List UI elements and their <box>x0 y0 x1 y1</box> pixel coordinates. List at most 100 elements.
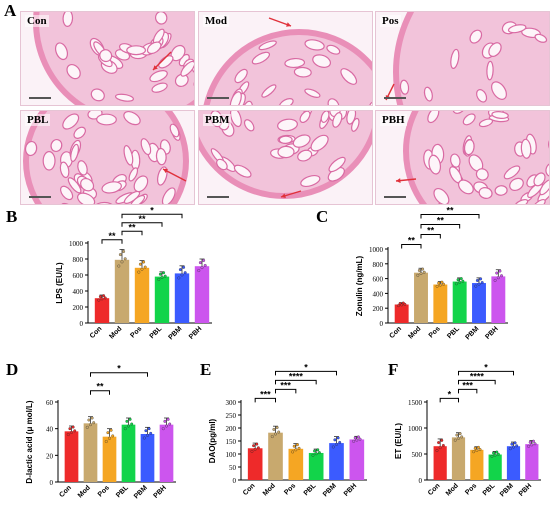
x-tick-label: Con <box>89 325 104 340</box>
data-point <box>458 432 462 436</box>
significance-label: ** <box>437 216 445 226</box>
crypt <box>293 66 312 78</box>
bar-pbh <box>491 276 506 323</box>
x-tick-label: PBL <box>115 484 130 499</box>
histology-label: PBM <box>203 114 232 126</box>
data-point <box>533 442 537 446</box>
scale-bar <box>384 196 406 198</box>
crypt <box>128 167 139 182</box>
data-point <box>73 429 77 433</box>
data-point <box>109 428 113 432</box>
data-point <box>457 436 460 440</box>
data-point <box>477 282 481 286</box>
y-axis-label: Zonulin (ng/mL) <box>355 255 364 316</box>
y-tick-label: 150 <box>226 438 237 446</box>
data-point <box>527 444 531 448</box>
histology-label: Mod <box>203 15 229 27</box>
x-tick-label: Con <box>58 484 73 499</box>
x-tick-label: Con <box>389 325 404 340</box>
data-point <box>66 433 70 436</box>
bar-pbm <box>329 443 344 480</box>
y-tick-label: 1500 <box>408 399 423 407</box>
crypt <box>478 118 494 128</box>
x-tick-label: Pos <box>283 482 297 496</box>
data-point <box>313 449 317 453</box>
data-point <box>496 276 500 280</box>
bar-mod <box>114 259 130 323</box>
data-point <box>338 440 342 444</box>
data-point <box>178 268 182 272</box>
bar-pos <box>134 267 150 323</box>
bar-mod <box>414 272 428 323</box>
data-point <box>400 303 404 307</box>
data-point <box>437 441 441 445</box>
crypt <box>509 177 524 192</box>
data-point <box>70 430 73 434</box>
y-tick-label: 0 <box>419 477 423 485</box>
data-point <box>180 273 184 277</box>
bar-pos <box>288 448 304 480</box>
x-tick-label: Mod <box>407 325 422 340</box>
scale-bar <box>207 196 229 198</box>
crypt <box>514 198 529 204</box>
chart-e-dao: 0 50 100 150 200 250 300 DAO(pg/ml) Con Mod Pos PBL… <box>195 362 385 512</box>
data-point <box>162 271 166 275</box>
data-point <box>137 270 141 274</box>
annotation-arrow-head <box>396 178 401 183</box>
histology-pbl: PBL <box>20 110 195 205</box>
crypt <box>428 154 442 175</box>
crypt <box>469 29 483 44</box>
x-tick-label: Mod <box>108 325 123 340</box>
data-point <box>422 270 426 274</box>
y-tick-label: 300 <box>226 399 237 407</box>
data-point <box>438 283 442 287</box>
y-tick-label: 100 <box>226 451 237 459</box>
data-point <box>250 449 254 453</box>
y-tick-label: 600 <box>373 276 384 284</box>
x-tick-label: PBH <box>484 325 499 340</box>
crypt <box>457 179 474 195</box>
crypt <box>123 111 141 126</box>
data-point <box>120 260 124 264</box>
data-point <box>490 454 494 458</box>
significance-label: *** <box>280 380 291 390</box>
y-tick-label: 0 <box>233 477 237 485</box>
x-tick-label: PBM <box>322 482 338 498</box>
data-point <box>416 273 420 277</box>
significance-label: ** <box>108 231 116 241</box>
crypt <box>146 41 162 55</box>
bar-pos <box>433 284 448 323</box>
y-tick-label: 200 <box>73 304 84 312</box>
data-point <box>292 444 296 448</box>
data-point <box>198 261 202 265</box>
data-point <box>106 431 110 435</box>
data-point <box>510 442 514 446</box>
scale-bar <box>29 196 51 198</box>
tissue-image <box>376 12 549 105</box>
data-point <box>335 442 338 446</box>
data-point <box>118 253 122 257</box>
significance-bracket <box>90 372 148 377</box>
significance-label: * <box>304 362 308 372</box>
crypt <box>258 40 277 51</box>
crypt <box>312 54 332 68</box>
panel-letter-d: D <box>6 360 19 379</box>
data-point <box>493 278 497 282</box>
crypt <box>277 145 295 159</box>
significance-label: **** <box>470 371 485 381</box>
data-point <box>356 435 360 439</box>
crypt <box>114 93 135 102</box>
data-point <box>403 302 407 306</box>
histology-label: PBL <box>25 114 51 126</box>
data-point <box>297 446 301 450</box>
scale-bar <box>384 97 406 99</box>
chart-d-svg: 0 20 40 60 D-lactic acid (μ mol/L) Con Mod Pos P… <box>25 364 176 500</box>
significance-label: ** <box>128 222 136 232</box>
crypt <box>433 187 450 204</box>
crypt <box>340 68 358 85</box>
tissue-image <box>376 111 549 204</box>
crypt <box>304 88 321 98</box>
panel-letter-f: F <box>388 360 399 379</box>
data-point <box>97 298 101 302</box>
data-point <box>138 262 142 266</box>
